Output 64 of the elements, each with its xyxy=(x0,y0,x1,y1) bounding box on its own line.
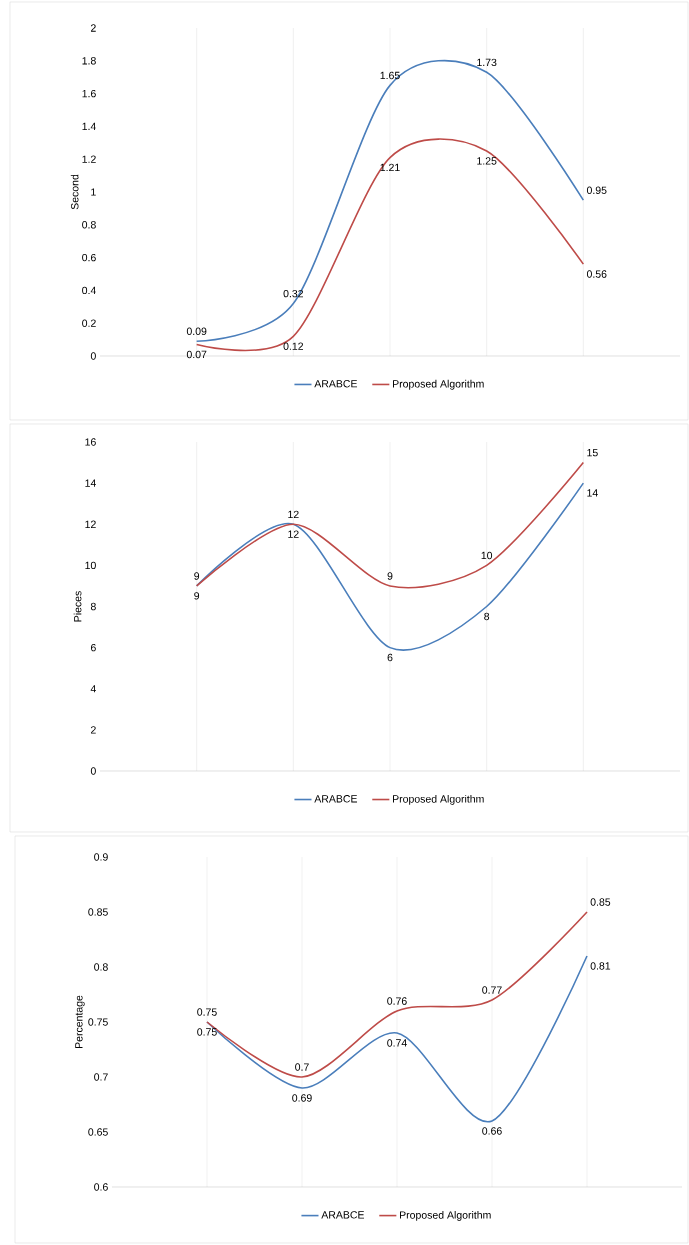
y-tick-label: 12 xyxy=(85,520,96,528)
y-tick-label: 0.9 xyxy=(94,853,108,861)
legend-label: ARABCE xyxy=(314,795,358,803)
data-label: 0.74 xyxy=(387,1039,407,1047)
y-tick-label: 8 xyxy=(90,602,96,611)
y-tick-label: 1.8 xyxy=(82,57,96,65)
y-tick-label: 6 xyxy=(90,643,96,652)
data-label: 9 xyxy=(194,572,200,580)
data-label: 0.56 xyxy=(586,270,607,278)
y-tick-label: 0.2 xyxy=(82,319,96,327)
legend-label: Proposed Algorithm xyxy=(393,379,484,390)
y-tick-label: 16 xyxy=(85,438,96,446)
data-label: 0.09 xyxy=(186,327,207,336)
data-label: 0.75 xyxy=(197,1028,217,1036)
data-label: 1.73 xyxy=(477,58,497,67)
y-tick-label: 0.65 xyxy=(88,1128,108,1136)
y-tick-label: 0.6 xyxy=(82,253,96,262)
legend-label: Proposed Algorithm xyxy=(400,1211,491,1221)
data-label: 10 xyxy=(481,551,493,560)
y-tick-label: 0 xyxy=(90,352,96,360)
y-tick-label: 1.6 xyxy=(82,89,96,98)
y-tick-label: 0.75 xyxy=(88,1018,108,1026)
y-tick-label: 0 xyxy=(90,767,96,775)
data-label: 8 xyxy=(484,612,490,621)
data-label: 1.65 xyxy=(380,71,400,80)
y-tick-label: 14 xyxy=(85,479,96,487)
y-axis-title: Pieces xyxy=(73,591,82,622)
legend-label: Proposed Algorithm xyxy=(393,794,484,805)
data-label: 1.25 xyxy=(477,157,497,165)
y-tick-label: 0.8 xyxy=(94,963,108,971)
y-tick-label: 0.8 xyxy=(82,221,96,229)
y-tick-label: 0.85 xyxy=(88,908,108,916)
data-label: 14 xyxy=(587,489,598,497)
data-label: 12 xyxy=(288,510,299,519)
data-label: 0.12 xyxy=(283,342,304,350)
y-tick-label: 1 xyxy=(91,188,96,196)
data-label: 12 xyxy=(288,530,299,538)
y-tick-label: 4 xyxy=(90,685,96,693)
y-tick-label: 0.4 xyxy=(82,286,96,295)
data-label: 0.66 xyxy=(482,1127,502,1135)
data-label: 0.76 xyxy=(387,997,407,1005)
y-axis-title: Percentage xyxy=(75,995,85,1048)
data-label: 0.7 xyxy=(295,1063,309,1071)
data-label: 0.85 xyxy=(590,898,611,906)
data-label: 0.07 xyxy=(186,350,207,359)
legend-label: ARABCE xyxy=(321,1211,365,1219)
y-tick-label: 1.2 xyxy=(82,155,96,163)
data-label: 9 xyxy=(387,572,393,580)
data-label: 0.75 xyxy=(197,1008,217,1016)
legend-label: ARABCE xyxy=(314,380,358,388)
data-label: 15 xyxy=(587,449,598,457)
y-tick-label: 0.7 xyxy=(94,1073,108,1081)
y-tick-label: 0.6 xyxy=(94,1183,108,1191)
data-label: 6 xyxy=(387,653,393,662)
data-label: 0.69 xyxy=(292,1094,312,1102)
data-label: 0.77 xyxy=(482,986,502,994)
y-axis-title: Second xyxy=(70,174,79,210)
y-tick-label: 1.4 xyxy=(82,122,96,130)
data-label: 9 xyxy=(194,592,200,600)
data-label: 0.81 xyxy=(590,962,611,970)
data-label: 0.95 xyxy=(586,186,607,194)
y-tick-label: 10 xyxy=(85,561,96,570)
y-tick-label: 2 xyxy=(90,24,96,32)
y-tick-label: 2 xyxy=(90,726,96,734)
